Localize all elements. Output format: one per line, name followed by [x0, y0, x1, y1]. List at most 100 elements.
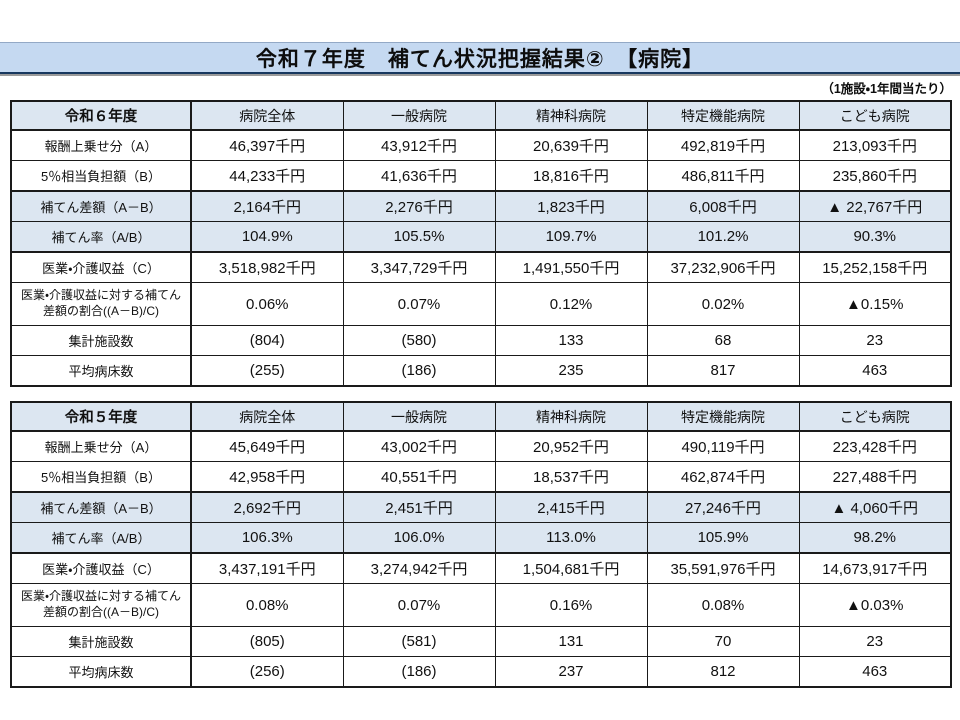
data-cell: 486,811千円 [646, 160, 800, 192]
data-cell: 462,874千円 [646, 461, 800, 493]
data-cell: 41,636千円 [342, 160, 496, 192]
data-cell: 37,232,906千円 [646, 251, 800, 283]
row-label: 平均病床数 [10, 355, 192, 387]
table-row: 平均病床数 (256) (186) 237 812 463 [10, 656, 952, 688]
data-cell: 20,639千円 [494, 129, 648, 161]
data-cell: ▲ 22,767千円 [798, 190, 952, 222]
data-cell: 0.06% [190, 282, 344, 326]
data-cell: 817 [646, 355, 800, 387]
table-row: 集計施設数 (804) (580) 133 68 23 [10, 325, 952, 356]
table-row: 医業・介護収益に対する補てん差額の割合((A－B)/C) 0.08% 0.07% 0.… [10, 583, 952, 627]
column-header: 精神科病院 [494, 100, 648, 131]
table-row: 補てん率（A/B） 106.3% 106.0% 113.0% 105.9% 98.2% [10, 522, 952, 554]
data-cell: 235 [494, 355, 648, 387]
unit-note: （1施設・1年間当たり） [821, 82, 952, 96]
column-header: 精神科病院 [494, 401, 648, 432]
data-cell: ▲0.03% [798, 583, 952, 627]
data-cell: (186) [342, 656, 496, 688]
table-row: 医業・介護収益に対する補てん差額の割合((A－B)/C) 0.06% 0.07% 0.… [10, 282, 952, 326]
year-label: 令和５年度 [10, 401, 192, 432]
table-row: 5％相当負担額（B） 44,233千円 41,636千円 18,816千円 486,81… [10, 160, 952, 192]
data-cell: 43,912千円 [342, 129, 496, 161]
column-header: こども病院 [798, 100, 952, 131]
data-cell: 227,488千円 [798, 461, 952, 493]
data-cell: 109.7% [494, 221, 648, 253]
data-cell: 0.07% [342, 583, 496, 627]
title-bar: 令和７年度 補てん状況把握結果② 【病院】 [0, 42, 960, 74]
table-row: 報酬上乗せ分（A） 45,649千円 43,002千円 20,952千円 490,119… [10, 430, 952, 462]
data-cell: 2,276千円 [342, 190, 496, 222]
table-header-row: 令和５年度 病院全体 一般病院 精神科病院 特定機能病院 こども病院 [10, 401, 952, 432]
data-cell: (804) [190, 325, 344, 356]
data-cell: 1,491,550千円 [494, 251, 648, 283]
data-cell: 18,816千円 [494, 160, 648, 192]
data-cell: ▲0.15% [798, 282, 952, 326]
data-cell: 3,347,729千円 [342, 251, 496, 283]
data-cell: 44,233千円 [190, 160, 344, 192]
data-cell: 46,397千円 [190, 129, 344, 161]
row-label: 補てん率（A/B） [10, 522, 192, 554]
data-cell: 490,119千円 [646, 430, 800, 462]
data-cell: 0.12% [494, 282, 648, 326]
data-cell: 40,551千円 [342, 461, 496, 493]
data-cell: 35,591,976千円 [646, 552, 800, 584]
table-row: 医業・介護収益（C） 3,518,982千円 3,347,729千円 1,491,55… [10, 251, 952, 283]
table-row: 補てん差額（A－B） 2,692千円 2,451千円 2,415千円 27,246千円 ▲… [10, 491, 952, 523]
data-cell: 6,008千円 [646, 190, 800, 222]
data-cell: 2,451千円 [342, 491, 496, 523]
data-cell: 98.2% [798, 522, 952, 554]
column-header: 一般病院 [342, 100, 496, 131]
data-cell: 1,504,681千円 [494, 552, 648, 584]
page-title: 令和７年度 補てん状況把握結果② 【病院】 [255, 47, 705, 71]
data-cell: 131 [494, 626, 648, 657]
table-row: 補てん率（A/B） 104.9% 105.5% 109.7% 101.2% 90.3% [10, 221, 952, 253]
column-header: 病院全体 [190, 100, 344, 131]
row-label: 医業・介護収益（C） [10, 251, 192, 283]
table-row: 5％相当負担額（B） 42,958千円 40,551千円 18,537千円 462,87… [10, 461, 952, 493]
data-cell: 18,537千円 [494, 461, 648, 493]
data-cell: 213,093千円 [798, 129, 952, 161]
data-cell: 23 [798, 325, 952, 356]
data-cell: 42,958千円 [190, 461, 344, 493]
data-cell: 104.9% [190, 221, 344, 253]
data-cell: 68 [646, 325, 800, 356]
data-cell: 23 [798, 626, 952, 657]
data-cell: (186) [342, 355, 496, 387]
data-cell: 0.08% [646, 583, 800, 627]
table-header-row: 令和６年度 病院全体 一般病院 精神科病院 特定機能病院 こども病院 [10, 100, 952, 131]
year-label: 令和６年度 [10, 100, 192, 131]
row-label: 補てん率（A/B） [10, 221, 192, 253]
data-cell: 235,860千円 [798, 160, 952, 192]
row-label: 医業・介護収益に対する補てん差額の割合((A－B)/C) [10, 282, 192, 326]
data-cell: 2,164千円 [190, 190, 344, 222]
table-row: 平均病床数 (255) (186) 235 817 463 [10, 355, 952, 387]
row-label: 5％相当負担額（B） [10, 160, 192, 192]
data-cell: 70 [646, 626, 800, 657]
data-cell: 20,952千円 [494, 430, 648, 462]
data-cell: 0.08% [190, 583, 344, 627]
data-cell: 812 [646, 656, 800, 688]
data-cell: 113.0% [494, 522, 648, 554]
data-cell: 14,673,917千円 [798, 552, 952, 584]
column-header: 一般病院 [342, 401, 496, 432]
row-label: 医業・介護収益（C） [10, 552, 192, 584]
data-cell: 45,649千円 [190, 430, 344, 462]
row-label: 5％相当負担額（B） [10, 461, 192, 493]
data-cell: 1,823千円 [494, 190, 648, 222]
data-cell: 90.3% [798, 221, 952, 253]
data-cell: ▲ 4,060千円 [798, 491, 952, 523]
fiscal-year-table-0: 令和６年度 病院全体 一般病院 精神科病院 特定機能病院 こども病院 報酬上乗せ分（A） 46… [10, 100, 952, 387]
table-row: 医業・介護収益（C） 3,437,191千円 3,274,942千円 1,504,68… [10, 552, 952, 584]
data-cell: 27,246千円 [646, 491, 800, 523]
data-cell: 106.3% [190, 522, 344, 554]
data-cell: 105.5% [342, 221, 496, 253]
column-header: 特定機能病院 [646, 401, 800, 432]
data-cell: 0.16% [494, 583, 648, 627]
row-label: 集計施設数 [10, 325, 192, 356]
column-header: 特定機能病院 [646, 100, 800, 131]
data-cell: 106.0% [342, 522, 496, 554]
tables-container: 令和６年度 病院全体 一般病院 精神科病院 特定機能病院 こども病院 報酬上乗せ分（A） 46… [10, 100, 952, 702]
data-cell: (805) [190, 626, 344, 657]
fiscal-year-table-1: 令和５年度 病院全体 一般病院 精神科病院 特定機能病院 こども病院 報酬上乗せ分（A） 45… [10, 401, 952, 688]
data-cell: 223,428千円 [798, 430, 952, 462]
